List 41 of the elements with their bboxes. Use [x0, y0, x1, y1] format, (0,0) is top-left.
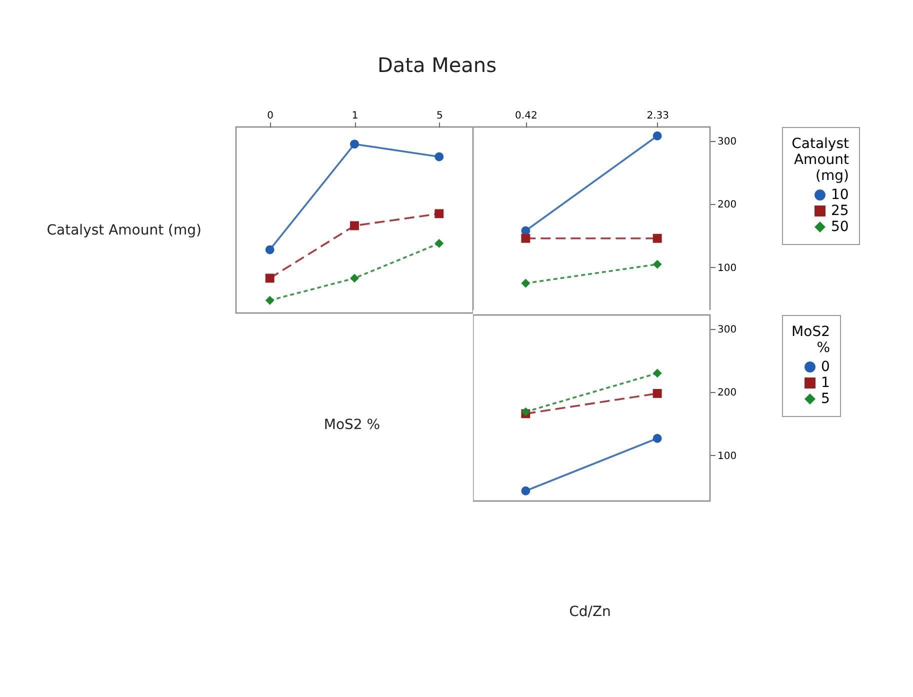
x-tick-label: 1	[352, 110, 358, 122]
legend-label: 10	[831, 187, 849, 203]
y-axis-title: Catalyst Amount (mg)	[46, 222, 202, 238]
point	[350, 221, 359, 230]
x-axis-title: Cd/Zn	[569, 604, 611, 620]
point	[652, 260, 662, 269]
legend-label: 5	[821, 391, 830, 407]
point	[265, 274, 274, 283]
point	[434, 152, 444, 162]
x-tick-label: 5	[436, 110, 443, 122]
legend-label: 25	[831, 203, 849, 219]
legend-title: Catalyst Amount (mg)	[792, 136, 850, 184]
point	[521, 278, 530, 288]
legend-label: 1	[821, 375, 830, 391]
y-tick-label: 100	[718, 262, 737, 274]
y-tick-label: 300	[718, 324, 737, 336]
legend-title: MoS2 %	[792, 324, 830, 356]
y-tick-label: 200	[718, 388, 737, 399]
point	[652, 131, 662, 140]
x-tick-label: 2.33	[646, 110, 669, 122]
point	[521, 486, 530, 496]
legend-label: 50	[831, 219, 849, 235]
point	[265, 296, 274, 305]
point	[652, 434, 662, 443]
point	[350, 274, 359, 283]
point	[434, 238, 444, 248]
point	[521, 234, 530, 243]
point	[652, 388, 662, 398]
point	[652, 234, 662, 243]
point	[350, 140, 359, 149]
x-axis-title: MoS2 %	[324, 417, 380, 433]
y-tick-label: 100	[718, 450, 737, 462]
chart-title: Data Means	[377, 53, 497, 77]
legend-label: 0	[821, 359, 830, 375]
point	[652, 368, 662, 378]
x-tick-label: 0.42	[515, 110, 538, 122]
point	[265, 245, 274, 254]
point	[434, 209, 444, 218]
y-tick-label: 300	[718, 136, 737, 148]
y-tick-label: 200	[718, 200, 737, 211]
x-tick-label: 0	[267, 110, 274, 122]
